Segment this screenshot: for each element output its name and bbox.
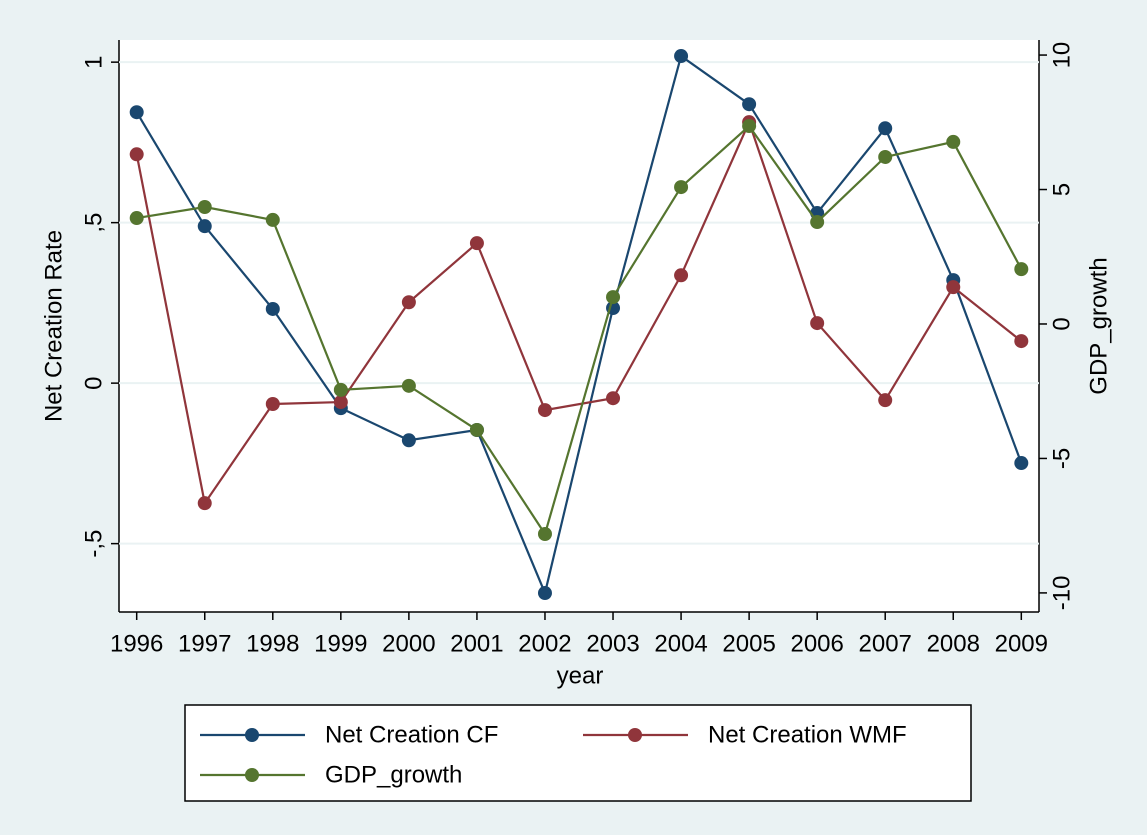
point (1014, 262, 1029, 277)
y2-tick-label: 0 (1048, 317, 1075, 330)
legend-marker (628, 728, 642, 742)
y-tick-label: ,5 (80, 213, 107, 233)
point (1014, 334, 1029, 349)
y-tick-label: 1 (80, 55, 107, 68)
plot-area (119, 40, 1039, 612)
point (878, 121, 893, 136)
point (401, 378, 416, 393)
y-axis-title: Net Creation Rate (40, 230, 67, 422)
point (469, 422, 484, 437)
point (197, 496, 212, 511)
x-tick-label: 1997 (178, 630, 231, 657)
point (606, 290, 621, 305)
legend-label: Net Creation WMF (708, 721, 907, 748)
point (742, 119, 757, 134)
point (674, 268, 689, 283)
x-tick-label: 2008 (927, 630, 980, 657)
y2-tick-label: 10 (1048, 42, 1075, 69)
point (1014, 456, 1029, 471)
point (537, 586, 552, 601)
x-tick-label: 2004 (654, 630, 707, 657)
point (469, 236, 484, 251)
x-tick-label: 2005 (722, 630, 775, 657)
point (742, 97, 757, 112)
point (810, 215, 825, 230)
y-tick-label: 0 (80, 376, 107, 389)
point (537, 527, 552, 542)
point (878, 393, 893, 408)
y2-tick-label: -5 (1048, 448, 1075, 469)
x-tick-label: 2009 (995, 630, 1048, 657)
legend-marker (245, 728, 259, 742)
point (878, 149, 893, 164)
point (265, 301, 280, 316)
x-tick-label: 1998 (246, 630, 299, 657)
x-tick-label: 1999 (314, 630, 367, 657)
point (810, 316, 825, 331)
point (537, 403, 552, 418)
x-tick-label: 2000 (382, 630, 435, 657)
point (606, 391, 621, 406)
point (129, 105, 144, 120)
point (946, 134, 961, 149)
point (674, 180, 689, 195)
point (401, 433, 416, 448)
point (129, 211, 144, 226)
y2-tick-label: -10 (1048, 576, 1075, 611)
y-tick-label: -,5 (80, 530, 107, 558)
legend-label: GDP_growth (325, 761, 462, 788)
x-tick-label: 2006 (790, 630, 843, 657)
point (265, 212, 280, 227)
x-tick-label: 2007 (859, 630, 912, 657)
legend (184, 704, 972, 802)
point (197, 219, 212, 234)
x-tick-label: 2001 (450, 630, 503, 657)
legend-label: Net Creation CF (325, 721, 498, 748)
x-tick-label: 1996 (110, 630, 163, 657)
point (401, 295, 416, 310)
point (129, 147, 144, 162)
y2-axis-title: GDP_growth (1085, 257, 1112, 394)
point (197, 200, 212, 215)
series-line (135, 119, 1022, 506)
point (265, 397, 280, 411)
y2-tick-label: 5 (1048, 183, 1075, 196)
x-axis-title: year (557, 662, 604, 689)
x-tick-label: 2002 (518, 630, 571, 657)
point (333, 382, 348, 397)
legend-marker (245, 768, 259, 782)
point (674, 49, 689, 64)
series-line (135, 54, 1023, 597)
point (333, 395, 348, 410)
series-line (136, 124, 1023, 537)
x-tick-label: 2003 (586, 630, 639, 657)
point (946, 280, 961, 295)
